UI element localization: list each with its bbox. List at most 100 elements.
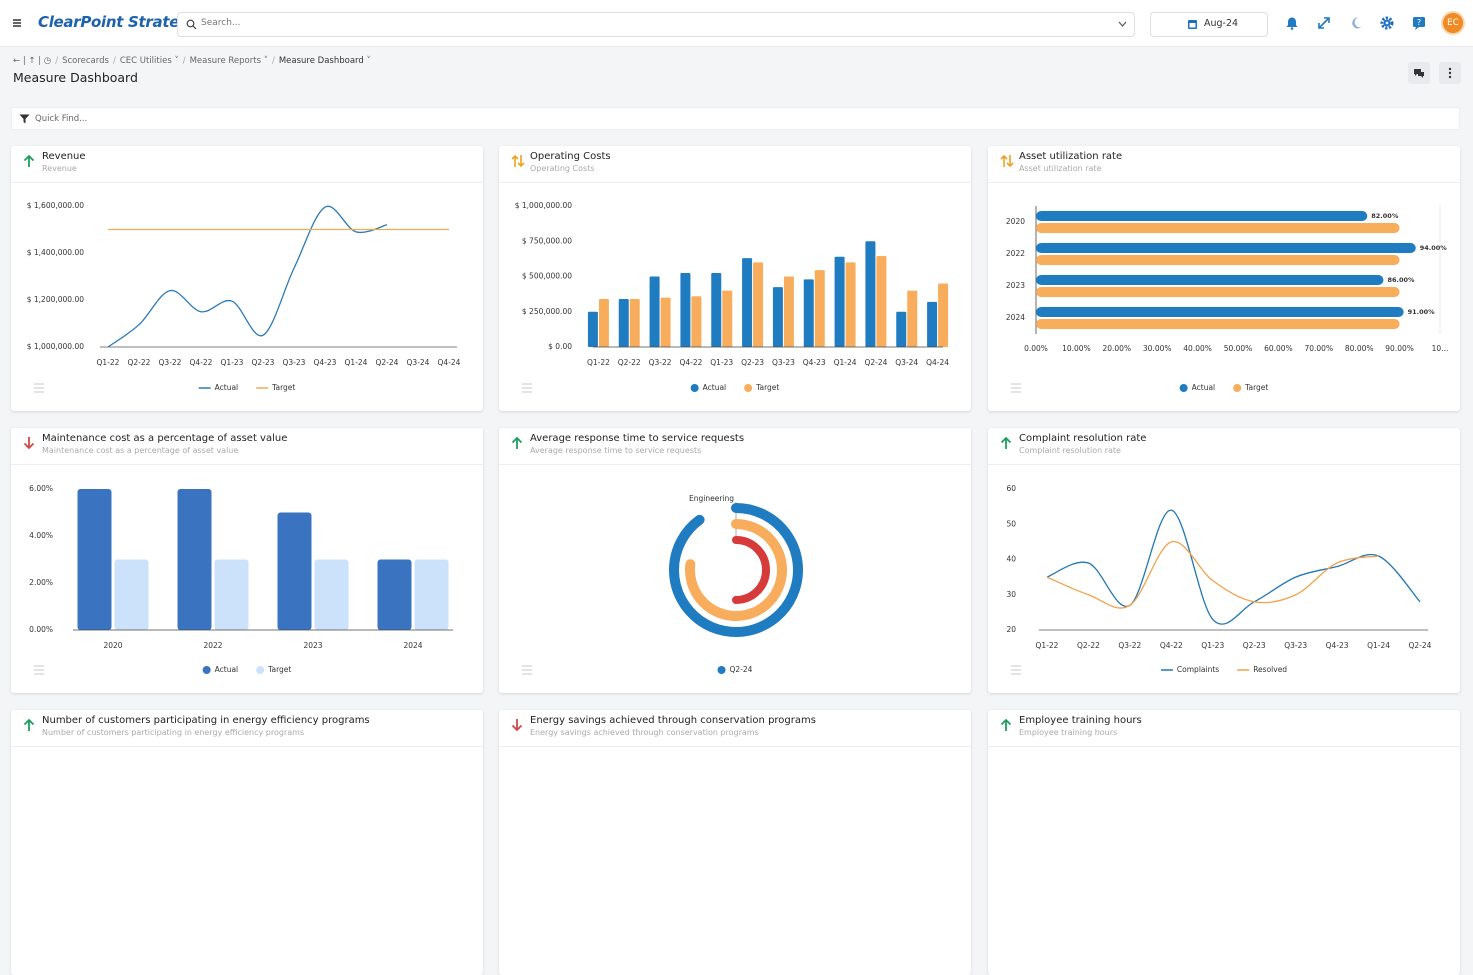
chart: 0.00% 2.00% 4.00% 6.00% 2020 2022 2023 2024 Actu… (29, 484, 453, 675)
legend-label[interactable]: Complaints (1177, 665, 1219, 674)
y-tick-label: $ 0.00 (548, 342, 572, 351)
search-box[interactable]: Search... (177, 12, 1135, 37)
chart-panel: Complaint resolution rate Complaint reso… (988, 428, 1460, 693)
data-label: 91.00% (1408, 308, 1436, 316)
bar (314, 559, 349, 630)
legend-marker[interactable] (744, 384, 753, 392)
y-tick-label: $ 1,000,000.00 (27, 342, 84, 351)
x-tick-label: Q1-24 (834, 358, 857, 367)
series-line (1046, 509, 1421, 625)
legend-label[interactable]: Actual (215, 383, 239, 392)
x-tick-label: Q2-23 (252, 358, 275, 367)
legend-marker[interactable] (1179, 384, 1188, 392)
panel-header: Average response time to service request… (499, 428, 971, 465)
legend-label[interactable]: Target (271, 383, 295, 392)
notifications-icon[interactable] (1285, 16, 1299, 30)
bar (587, 311, 598, 347)
bar (1036, 275, 1384, 285)
bar (77, 489, 112, 630)
panel-subtitle: Asset utilization rate (1019, 164, 1102, 173)
help-icon[interactable]: ? (1412, 16, 1426, 30)
nav-icons[interactable]: ← | ↑ | ◷ (13, 56, 52, 66)
legend-label[interactable]: Target (755, 383, 779, 392)
expand-icon[interactable] (1317, 16, 1331, 30)
legend-label[interactable]: Actual (703, 383, 727, 392)
legend-label[interactable]: Resolved (1253, 665, 1287, 674)
menu-icon[interactable] (12, 18, 22, 28)
y-tick-label: $ 250,000.00 (522, 307, 572, 316)
more-icon (1448, 67, 1452, 79)
y-tick-label: 2020 (1006, 217, 1025, 226)
logo[interactable]: ClearPoint Strategy (38, 13, 200, 31)
panel-title[interactable]: Energy savings achieved through conserva… (530, 715, 816, 726)
legend-marker[interactable] (1233, 384, 1242, 392)
panel-header: Number of customers participating in ene… (11, 710, 483, 747)
panel-title[interactable]: Asset utilization rate (1019, 151, 1123, 162)
panel-title[interactable]: Complaint resolution rate (1019, 433, 1147, 444)
x-tick-label: Q4-22 (190, 358, 213, 367)
x-tick-label: Q2-22 (128, 358, 151, 367)
settings-icon[interactable] (1380, 16, 1394, 30)
x-tick-label: Q1-24 (345, 358, 368, 367)
x-tick-label: Q3-23 (283, 358, 306, 367)
bar (414, 559, 449, 630)
comments-button[interactable] (1408, 62, 1430, 84)
legend-label[interactable]: Target (1244, 383, 1268, 392)
x-tick-label: 50.00% (1224, 344, 1253, 353)
panel-title[interactable]: Operating Costs (530, 151, 611, 162)
panel-subtitle: Maintenance cost as a percentage of asse… (42, 446, 239, 455)
legend: Actual Target (1179, 383, 1268, 392)
bar (845, 262, 856, 347)
bar (865, 241, 876, 347)
trend-down-icon (511, 719, 523, 732)
breadcrumb-item[interactable]: Scorecards (62, 56, 109, 66)
panel-header: Revenue Revenue (11, 146, 483, 183)
panel-title[interactable]: Number of customers participating in ene… (42, 715, 370, 726)
chart-panel: Energy savings achieved through conserva… (499, 710, 971, 975)
data-label: 86.00% (1387, 276, 1415, 284)
legend-label[interactable]: Actual (1192, 383, 1216, 392)
avatar[interactable]: EC (1441, 11, 1465, 35)
bar (1036, 319, 1400, 329)
trend-up-icon (23, 718, 35, 731)
x-tick-label: Q1-23 (221, 358, 244, 367)
chart-panel: Employee training hours Employee trainin… (988, 710, 1460, 975)
x-tick-label: Q3-24 (895, 358, 918, 367)
legend-marker[interactable] (717, 666, 726, 674)
panel-header: Employee training hours Employee trainin… (988, 710, 1460, 747)
chart: $ 1,000,000.00 $ 1,200,000.00 $ 1,400,000.… (27, 201, 461, 393)
legend-label[interactable]: Q2-24 (730, 665, 753, 674)
search-icon (186, 19, 197, 30)
chart-panel: Operating Costs Operating Costs $ 0.00 $ … (499, 146, 971, 411)
period-selector[interactable]: Aug-24 (1150, 12, 1268, 37)
quick-find[interactable]: Quick Find... (11, 107, 1460, 130)
y-tick-label: 0.00% (29, 625, 53, 634)
legend-marker[interactable] (256, 666, 265, 674)
panel-header: Complaint resolution rate Complaint reso… (988, 428, 1460, 465)
chart: $ 0.00 $ 250,000.00 $ 500,000.00 $ 750,000.… (515, 201, 949, 393)
breadcrumb-item[interactable]: Measure Reports (189, 56, 262, 66)
breadcrumb-item[interactable]: CEC Utilities (119, 56, 172, 66)
legend-marker[interactable] (202, 666, 211, 674)
breadcrumb-current[interactable]: Measure Dashboard (278, 56, 364, 66)
legend-label[interactable]: Target (267, 665, 291, 674)
x-tick-label: 2023 (303, 641, 322, 650)
legend-label[interactable]: Actual (215, 665, 239, 674)
panel-title[interactable]: Employee training hours (1019, 715, 1142, 726)
bar (742, 258, 753, 347)
bar (814, 270, 825, 347)
bar (618, 299, 629, 347)
chart-panel: Average response time to service request… (499, 428, 971, 693)
panel-title[interactable]: Average response time to service request… (530, 433, 745, 444)
x-tick-label: Q2-24 (376, 358, 399, 367)
y-tick-label: 4.00% (29, 531, 53, 540)
x-tick-label: Q1-22 (587, 358, 610, 367)
panel-subtitle: Revenue (42, 164, 77, 173)
x-tick-label: Q3-23 (1284, 641, 1307, 650)
legend-marker[interactable] (690, 384, 699, 392)
panel-title[interactable]: Maintenance cost as a percentage of asse… (42, 433, 288, 444)
bar (907, 290, 918, 347)
panel-title[interactable]: Revenue (42, 151, 86, 162)
dark-mode-icon[interactable] (1349, 16, 1363, 30)
more-button[interactable] (1439, 62, 1461, 84)
